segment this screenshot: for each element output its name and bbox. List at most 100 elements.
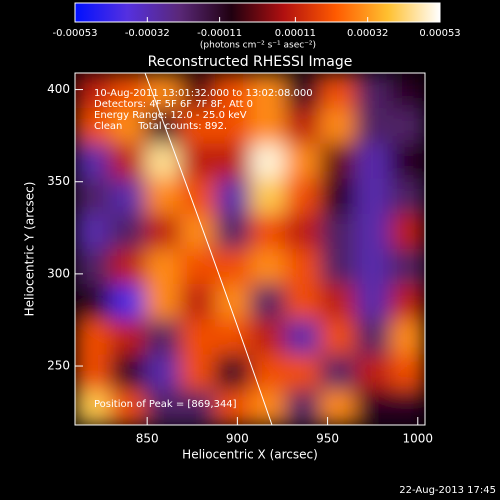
annotation: 10-Aug-2011 13:01:32.000 to 13:02:08.000	[94, 88, 313, 99]
heat-cell	[250, 389, 286, 425]
heat-cell	[250, 319, 286, 356]
heat-cell	[355, 143, 391, 180]
heat-cell	[75, 178, 111, 215]
heat-cell	[75, 354, 111, 391]
heat-cell	[145, 319, 181, 356]
heat-cell	[250, 213, 286, 250]
x-axis-label: Heliocentric X (arcsec)	[182, 448, 318, 462]
solar-limb	[144, 73, 273, 425]
heat-cell	[320, 284, 356, 320]
heat-cell	[75, 108, 111, 144]
heat-cell	[250, 249, 286, 285]
x-tick-label: 950	[316, 432, 339, 446]
heat-cell	[145, 73, 181, 109]
image-clip	[75, 73, 425, 425]
heat-cell	[355, 73, 391, 109]
heat-cell	[215, 73, 251, 109]
heat-cell	[110, 389, 146, 425]
heat-cell	[250, 178, 286, 215]
colorbar-tick-label: -0.00053	[53, 28, 98, 39]
colorbar-tick-label: -0.00032	[125, 28, 170, 39]
heat-cell	[320, 143, 356, 180]
heat-cell	[215, 213, 251, 250]
heat-cell	[390, 73, 425, 109]
heat-cell	[110, 354, 146, 391]
heat-cell	[285, 73, 321, 109]
heat-cell	[390, 354, 425, 391]
peak-annotation: Position of Peak = [869,344]	[94, 399, 237, 410]
heat-cell	[390, 178, 425, 215]
heat-cell	[215, 354, 251, 391]
heat-cell	[390, 284, 425, 320]
heat-cell	[75, 73, 111, 109]
heat-cell	[320, 319, 356, 356]
heat-cell	[180, 249, 216, 285]
heat-cell	[390, 319, 425, 356]
footer: 22-Aug-2013 17:45	[399, 485, 496, 496]
heat-cell	[145, 213, 181, 250]
heat-cell	[145, 143, 181, 180]
heat-cell	[355, 178, 391, 215]
heat-cell	[285, 389, 321, 425]
heat-cell	[320, 389, 356, 425]
heat-cell	[215, 143, 251, 180]
heat-cell	[285, 319, 321, 356]
x-tick-label: 900	[226, 432, 249, 446]
heat-cell	[355, 213, 391, 250]
heat-cell	[180, 354, 216, 391]
heat-cell	[145, 389, 181, 425]
heat-cell	[250, 108, 286, 144]
heat-cell	[355, 389, 391, 425]
y-tick-label: 300	[47, 266, 70, 280]
heat-cell	[180, 143, 216, 180]
heat-cell	[355, 249, 391, 285]
heat-cell	[145, 108, 181, 144]
heat-cell	[110, 143, 146, 180]
annotation: Clean Total counts: 892.	[94, 121, 227, 132]
heat-cell	[145, 354, 181, 391]
heat-cell	[320, 108, 356, 144]
heat-cell	[390, 143, 425, 180]
heat-cell	[285, 354, 321, 391]
heat-cell	[110, 319, 146, 356]
heat-cell	[110, 178, 146, 215]
x-tick-label: 850	[136, 432, 159, 446]
heat-cell	[75, 389, 111, 425]
heat-cell	[215, 108, 251, 144]
heat-cell	[285, 284, 321, 320]
heatmap	[75, 73, 425, 425]
heat-cell	[285, 213, 321, 250]
heat-cell	[180, 284, 216, 320]
heat-cell	[355, 319, 391, 356]
heat-cell	[145, 284, 181, 320]
heat-cell	[355, 108, 391, 144]
colorbar-tick-label: 0.00032	[347, 28, 388, 39]
heat-cell	[320, 73, 356, 109]
heat-cell	[145, 249, 181, 285]
heat-cell	[250, 143, 286, 180]
heat-cell	[180, 319, 216, 356]
heat-cell	[285, 249, 321, 285]
heat-cell	[355, 354, 391, 391]
heat-cell	[285, 178, 321, 215]
heat-cell	[215, 178, 251, 215]
heat-cell	[320, 249, 356, 285]
heat-cell	[320, 354, 356, 391]
heat-cell	[285, 143, 321, 180]
heat-cell	[180, 108, 216, 144]
heat-cell	[110, 249, 146, 285]
colorbar-tick-label: 0.00053	[419, 28, 460, 39]
heat-cell	[390, 249, 425, 285]
y-tick-label: 400	[47, 82, 70, 96]
y-tick-label: 350	[47, 174, 70, 188]
heat-cell	[75, 143, 111, 180]
plot-frame	[74, 72, 426, 426]
heat-cell	[180, 389, 216, 425]
heat-cell	[110, 213, 146, 250]
x-tick-label: 1000	[403, 432, 434, 446]
annotation: Energy Range: 12.0 - 25.0 keV	[94, 110, 247, 121]
colorbar	[74, 2, 441, 23]
colorbar-tick-label: -0.00011	[197, 28, 242, 39]
heat-cell	[75, 284, 111, 320]
